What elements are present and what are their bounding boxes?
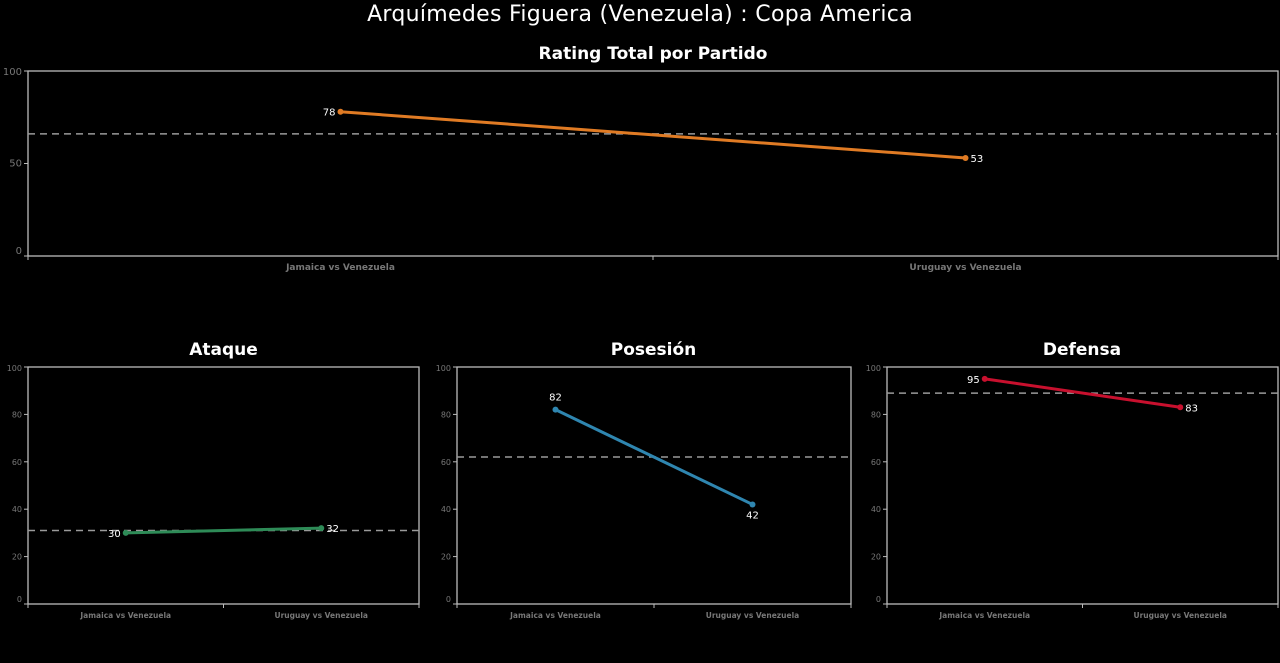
- data-point: [122, 529, 129, 536]
- data-value-label: 53: [971, 154, 984, 165]
- series-line: [554, 408, 754, 506]
- plot-frame: [456, 366, 852, 605]
- y-tick-label: 40: [871, 505, 881, 514]
- y-tick-label: 60: [441, 458, 451, 467]
- defensa-chart: 0 20 40 60 80 100 Jamaica vs Venezuela Uruguay …: [866, 364, 1279, 620]
- page-title: Arquímedes Figuera (Venezuela) : Copa Am…: [367, 2, 913, 27]
- data-value-label: 32: [326, 524, 339, 535]
- y-tick-label: 40: [441, 505, 451, 514]
- y-tick-label: 20: [12, 553, 22, 562]
- y-tick-label: 100: [866, 364, 881, 373]
- ataque-chart: 0 20 40 60 80 100 Jamaica vs Venezuela Uruguay …: [7, 364, 420, 620]
- data-point: [318, 525, 325, 532]
- data-value-label: 95: [967, 375, 980, 386]
- y-tick-label: 0: [876, 595, 881, 604]
- y-tick-label: 80: [441, 410, 451, 419]
- y-tick-label: 0: [17, 595, 22, 604]
- data-point: [337, 108, 344, 115]
- series-line: [125, 526, 322, 535]
- y-tick-label: 0: [446, 595, 451, 604]
- data-value-label: 30: [108, 529, 121, 540]
- data-point: [962, 154, 969, 161]
- y-tick-label: 60: [12, 458, 22, 467]
- y-tick-label: 80: [871, 410, 881, 419]
- y-tick-label: 60: [871, 458, 881, 467]
- y-tick-label: 20: [871, 553, 881, 562]
- x-category-label: Jamaica vs Venezuela: [938, 611, 1030, 620]
- y-tick-label: 0: [16, 246, 22, 257]
- y-tick-label: 20: [441, 553, 451, 562]
- plot-frame: [27, 70, 1279, 257]
- chart-title-ataque: Ataque: [189, 340, 258, 360]
- series-line: [984, 377, 1181, 409]
- data-point: [981, 375, 988, 382]
- data-point: [749, 501, 756, 508]
- y-tick-label: 100: [7, 364, 22, 373]
- series-line: [340, 110, 966, 160]
- y-tick-label: 40: [12, 505, 22, 514]
- x-category-label: Uruguay vs Venezuela: [1134, 611, 1227, 620]
- y-tick-label: 100: [3, 67, 22, 78]
- x-category-label: Uruguay vs Venezuela: [909, 263, 1021, 273]
- plot-frame: [886, 366, 1279, 605]
- posesion-chart: 0 20 40 60 80 100 Jamaica vs Venezuela Uruguay …: [436, 364, 852, 620]
- total-rating-chart: 0 50 100 Jamaica vs Venezuela Uruguay vs Ven…: [3, 67, 1279, 273]
- data-value-label: 82: [549, 393, 562, 404]
- x-category-label: Jamaica vs Venezuela: [79, 611, 171, 620]
- chart-title-posesion: Posesión: [610, 340, 697, 360]
- x-category-label: Uruguay vs Venezuela: [706, 611, 799, 620]
- data-value-label: 42: [746, 510, 759, 521]
- plot-frame: [27, 366, 420, 605]
- data-value-label: 83: [1185, 403, 1198, 414]
- chart-title-defensa: Defensa: [1042, 340, 1122, 360]
- data-point: [552, 406, 559, 413]
- x-category-label: Jamaica vs Venezuela: [285, 263, 395, 273]
- data-point: [1177, 404, 1184, 411]
- x-category-label: Jamaica vs Venezuela: [509, 611, 601, 620]
- x-category-label: Uruguay vs Venezuela: [275, 611, 368, 620]
- y-tick-label: 100: [436, 364, 451, 373]
- y-tick-label: 50: [9, 159, 22, 170]
- chart-title-total: Rating Total por Partido: [538, 44, 768, 64]
- data-value-label: 78: [323, 108, 336, 119]
- y-tick-label: 80: [12, 410, 22, 419]
